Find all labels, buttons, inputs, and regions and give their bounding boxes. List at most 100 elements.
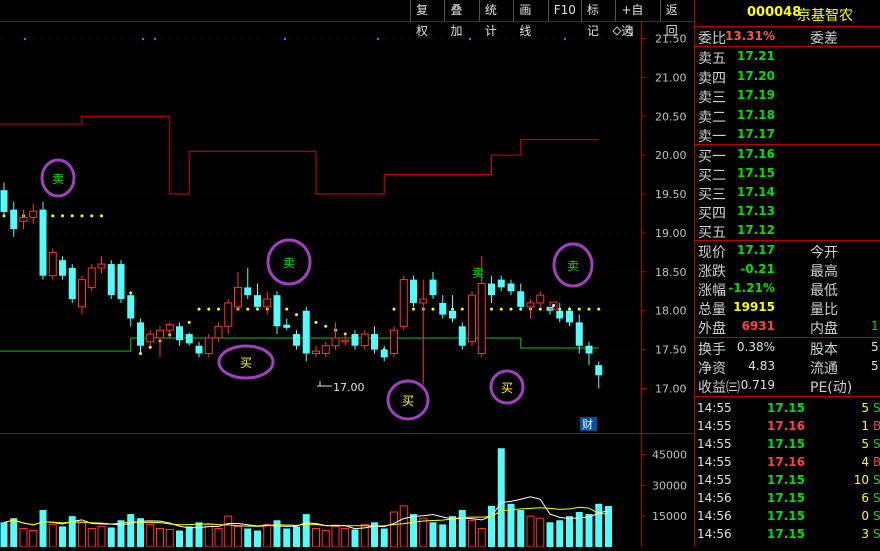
stat-label: 换手 (698, 342, 726, 358)
toolbar-button[interactable]: 复权 (410, 0, 444, 38)
quote-label: 总量 (698, 302, 726, 318)
volume-bar (399, 505, 408, 548)
signal-label: 买 (402, 394, 414, 408)
sar-dot (431, 307, 435, 311)
bid-row: 买二 17.15 (695, 164, 880, 184)
candle-body (48, 251, 57, 277)
sar-dot (597, 307, 601, 311)
candle-body (283, 324, 291, 328)
volume-bar (488, 505, 495, 547)
price-tick-label: 18.50 (655, 266, 687, 279)
sar-dot (187, 320, 191, 324)
trade-price: 17.15 (767, 509, 805, 523)
weibi-row: 委比 13.31% 委差 (695, 27, 880, 47)
candle-body (146, 333, 155, 343)
sar-dot (509, 307, 513, 311)
price-tick-label: 21.50 (655, 33, 687, 46)
bid-row: 买四 17.13 (695, 202, 880, 222)
scroll-left-icon[interactable] (625, 26, 633, 36)
volume-bar (273, 520, 281, 547)
price-tag-box (549, 301, 558, 310)
volume-bar (439, 524, 447, 547)
volume-bar (107, 527, 115, 547)
quote-label: 现价 (698, 245, 726, 261)
candle-body (214, 325, 223, 339)
trade-time: 14:55 (697, 419, 732, 433)
signal-circle (489, 369, 525, 405)
trade-price: 17.15 (767, 437, 805, 451)
stat-label2: 流通 (810, 361, 838, 377)
quote-row: 涨跌 -0.21 最高 (695, 260, 880, 280)
candle-body (195, 345, 203, 354)
toolbar-button[interactable]: +自选 (615, 0, 659, 38)
ask-row: 卖二 17.18 (695, 106, 880, 126)
volume-bar (59, 526, 66, 547)
candle-body (19, 216, 28, 222)
trade-time: 14:55 (697, 473, 732, 487)
bid-price: 17.13 (737, 204, 775, 218)
candle-body (371, 334, 378, 350)
volume-bar (302, 514, 310, 547)
volume-bar (556, 520, 564, 547)
sar-dot (80, 214, 84, 218)
candle-body (321, 345, 330, 355)
divider (695, 240, 880, 241)
candles (0, 182, 603, 389)
bid-label: 买一 (698, 149, 726, 165)
candle-body (351, 334, 359, 346)
signal-label: 卖 (283, 256, 295, 270)
volume-bar (390, 511, 398, 548)
trade-volume: 1 (861, 419, 869, 433)
bid-row: 买一 17.16 (695, 145, 880, 165)
candle-body (419, 298, 428, 304)
trade-time: 14:55 (697, 401, 732, 415)
volume-bar (321, 530, 330, 548)
divider (695, 337, 880, 338)
diamond-icon[interactable] (612, 26, 622, 36)
sar-dot (412, 307, 415, 311)
sar-dot (100, 214, 103, 218)
candle-body (312, 350, 320, 354)
toolbar-button[interactable]: 标记 (580, 0, 615, 38)
finance-badge[interactable]: 财 (580, 417, 597, 431)
volume-bar (176, 530, 183, 547)
toolbar-button[interactable]: 画线 (513, 0, 547, 38)
volume-bar (127, 514, 135, 547)
volume-bar (458, 509, 466, 547)
volume-bar (312, 527, 320, 548)
price-tick-label: 19.50 (655, 188, 687, 201)
candle-body (566, 310, 573, 323)
toolbar-button[interactable]: 统计 (478, 0, 513, 38)
volume-bar (87, 527, 96, 548)
toolbar-button[interactable]: 返回 (659, 0, 694, 38)
toolbar-button[interactable]: F10 (547, 0, 581, 21)
price-tick-label: 20.00 (655, 149, 687, 162)
quote-label: 涨跌 (698, 264, 726, 280)
price-tick-label: 17.00 (655, 383, 687, 396)
candlestick-chart[interactable]: 21.50 21.00 20.50 20.00 19.50 19.00 18.50 18.00… (0, 0, 694, 548)
candle-body (273, 295, 281, 327)
bid-row: 买五 17.12 (695, 221, 880, 241)
candle-body (78, 279, 86, 308)
quote-panel: 000048 京基智农 委比 13.31% 委差 卖五 17.21 卖四 17.20 卖… (694, 0, 880, 547)
volume-bar (449, 516, 456, 547)
quote-value: 6931 (741, 319, 775, 333)
stat-label: 收益㈢ (698, 380, 740, 396)
stock-code: 000048 (747, 5, 802, 20)
candle-body (526, 302, 535, 308)
sar-dot (587, 307, 591, 311)
trade-row: 14:55 17.16 1 B (695, 417, 880, 435)
candle-body (595, 365, 603, 376)
volume-bar (78, 521, 86, 548)
volume-bar (351, 529, 359, 547)
trade-time: 14:56 (697, 527, 732, 541)
trade-row: 14:56 17.15 6 S (695, 489, 880, 507)
volume-bar (244, 528, 252, 547)
trade-volume: 10 (853, 473, 869, 487)
candle-body (360, 333, 369, 347)
kline-chart-area[interactable]: 21.50 21.00 20.50 20.00 19.50 19.00 18.50 18.00… (0, 0, 694, 548)
signal-circle (386, 379, 430, 421)
ask-label: 卖一 (698, 129, 726, 145)
sar-dot (197, 307, 201, 311)
toolbar-button[interactable]: 叠加 (444, 0, 478, 38)
